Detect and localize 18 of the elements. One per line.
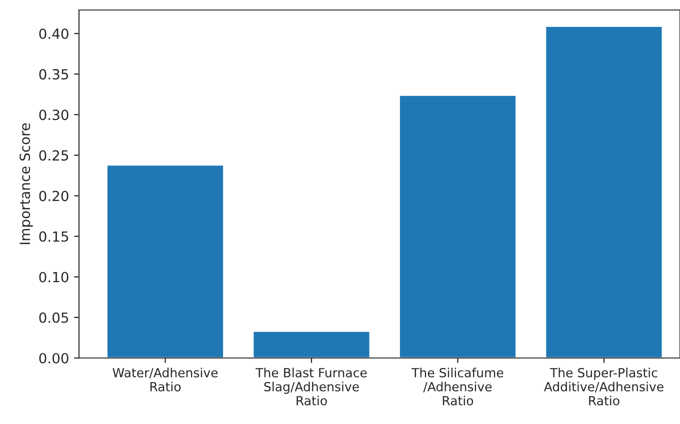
- y-tick-label: 0.25: [39, 150, 68, 161]
- bar: [252, 330, 371, 358]
- y-tick-label: 0.15: [39, 231, 68, 242]
- y-tick-label: 0.05: [39, 312, 68, 323]
- x-tick-label: Water/Adhensive Ratio: [112, 368, 218, 392]
- bar: [544, 26, 664, 358]
- y-tick-label: 0.20: [39, 190, 68, 202]
- bar: [106, 164, 224, 358]
- bar: [398, 94, 517, 358]
- x-tick-label: The Super-Plastic Additive/Adhensive Ratio: [544, 368, 664, 406]
- y-tick-label: 0.10: [39, 272, 68, 282]
- y-tick-label: 0.00: [39, 352, 68, 364]
- y-tick-label: 0.30: [39, 110, 68, 120]
- x-tick-label: The Silicafume /Adhensive Ratio: [412, 368, 504, 406]
- y-tick-label: 0.35: [39, 69, 68, 80]
- y-axis-title: Importance Score: [20, 123, 33, 244]
- y-tick-label: 0.40: [39, 28, 68, 39]
- x-tick-label: The Blast Furnace Slag/Adhensive Ratio: [256, 368, 367, 406]
